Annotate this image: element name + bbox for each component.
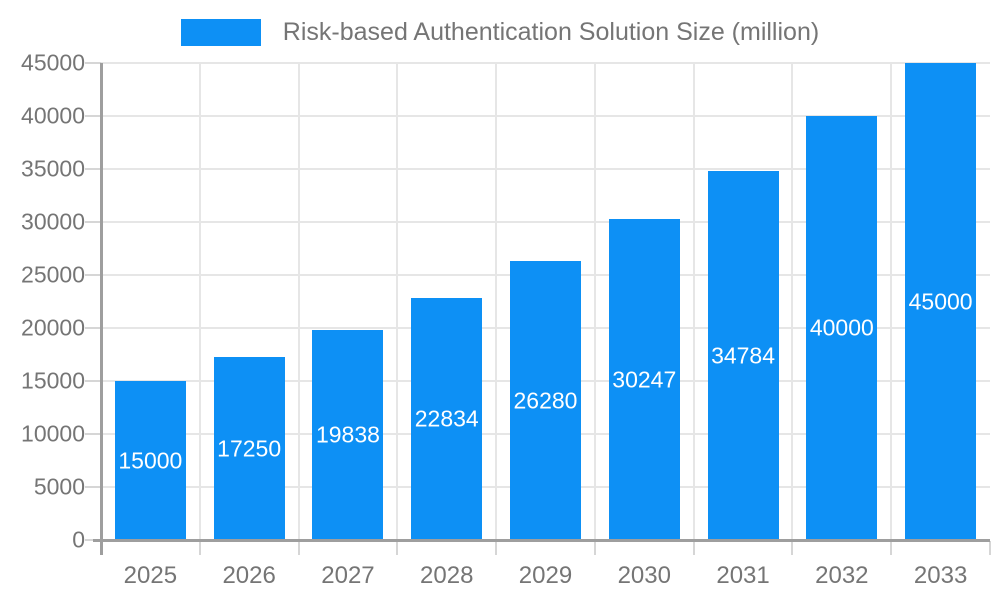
gridline-horizontal bbox=[101, 221, 990, 223]
y-axis-label: 0 bbox=[72, 526, 85, 553]
x-axis-tick bbox=[297, 541, 300, 555]
x-axis-label: 2032 bbox=[815, 562, 869, 589]
gridline-vertical bbox=[593, 63, 596, 540]
gridline-vertical bbox=[791, 63, 794, 540]
x-axis-tick bbox=[989, 541, 991, 555]
bar-value-label: 45000 bbox=[908, 288, 973, 314]
gridline-vertical bbox=[692, 63, 695, 540]
y-axis-line bbox=[100, 63, 103, 555]
gridline-vertical bbox=[890, 63, 893, 540]
chart-legend: Risk-based Authentication Solution Size … bbox=[0, 12, 1000, 52]
x-axis-label: 2028 bbox=[420, 562, 474, 589]
x-axis-tick bbox=[593, 541, 596, 555]
gridline-vertical bbox=[396, 63, 399, 540]
bar-value-label: 34784 bbox=[711, 342, 776, 369]
y-axis-label: 35000 bbox=[21, 155, 85, 182]
y-axis-label: 20000 bbox=[21, 314, 85, 341]
legend-label: Risk-based Authentication Solution Size … bbox=[282, 17, 820, 46]
y-axis-tick bbox=[85, 327, 101, 329]
bar-2025 bbox=[114, 381, 186, 540]
x-axis-label: 2029 bbox=[518, 562, 573, 589]
gridline-horizontal bbox=[101, 168, 990, 170]
legend-swatch bbox=[180, 18, 261, 46]
x-axis-label: 2031 bbox=[716, 562, 770, 589]
x-axis-label: 2026 bbox=[222, 562, 276, 589]
x-axis-line bbox=[93, 539, 990, 542]
bar-2033 bbox=[905, 63, 977, 540]
x-axis-label: 2033 bbox=[913, 562, 968, 589]
y-axis-tick bbox=[85, 274, 101, 276]
x-axis-tick bbox=[396, 541, 399, 555]
y-axis-tick bbox=[85, 380, 101, 382]
y-axis-label: 40000 bbox=[21, 102, 85, 129]
bar-value-label: 26280 bbox=[513, 387, 578, 414]
y-axis-label: 5000 bbox=[33, 473, 85, 500]
x-axis-tick bbox=[791, 541, 794, 555]
y-axis-tick bbox=[85, 486, 101, 488]
x-axis-label: 2027 bbox=[321, 562, 375, 589]
x-axis-tick bbox=[198, 541, 201, 555]
bar-2027 bbox=[312, 329, 384, 540]
x-axis-label: 2025 bbox=[123, 562, 178, 589]
bar-value-label: 15000 bbox=[118, 447, 183, 473]
y-axis-label: 30000 bbox=[21, 208, 85, 235]
y-axis-label: 25000 bbox=[21, 261, 85, 288]
bar-value-label: 17250 bbox=[217, 435, 282, 462]
y-axis-tick bbox=[85, 62, 101, 64]
gridline-horizontal bbox=[101, 115, 990, 117]
y-axis-label: 15000 bbox=[21, 367, 85, 394]
bar-value-label: 30247 bbox=[612, 366, 677, 393]
gridline-horizontal bbox=[101, 62, 990, 64]
gridline-vertical bbox=[198, 63, 201, 540]
y-axis-label: 45000 bbox=[21, 49, 85, 76]
y-axis-tick bbox=[85, 433, 101, 435]
bar-value-label: 19838 bbox=[315, 421, 380, 448]
bar-value-label: 40000 bbox=[809, 314, 874, 341]
bar-2028 bbox=[411, 297, 483, 540]
gridline-vertical bbox=[297, 63, 300, 540]
y-axis-tick bbox=[85, 221, 101, 223]
bar-2031 bbox=[707, 171, 779, 540]
x-axis-tick bbox=[890, 541, 893, 555]
bar-2029 bbox=[510, 261, 581, 540]
y-axis-tick bbox=[85, 168, 101, 170]
x-axis-label: 2030 bbox=[617, 562, 671, 589]
x-axis-tick bbox=[692, 541, 695, 555]
gridline-vertical bbox=[495, 63, 498, 540]
bar-value-label: 22834 bbox=[414, 405, 479, 432]
bar-2026 bbox=[213, 357, 285, 540]
y-axis-tick bbox=[85, 115, 101, 117]
bar-2030 bbox=[608, 219, 680, 540]
y-axis-label: 10000 bbox=[21, 420, 85, 447]
x-axis-tick bbox=[495, 541, 498, 555]
bar-2032 bbox=[806, 116, 878, 540]
